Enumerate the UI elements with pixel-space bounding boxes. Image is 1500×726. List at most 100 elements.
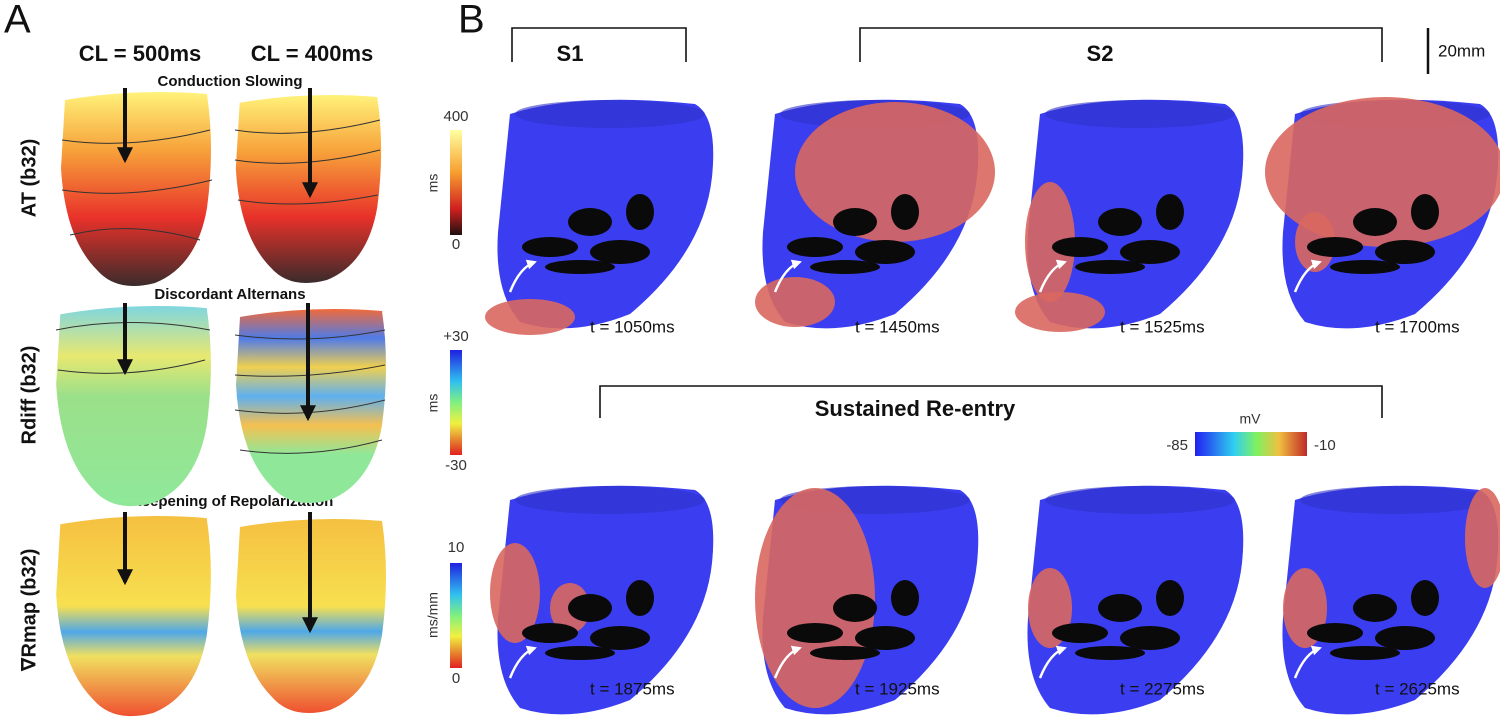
time-label: t = 1700ms [1375,317,1460,336]
heart-rim [515,486,705,514]
time-label: t = 1875ms [590,679,675,698]
bracket [859,27,1383,62]
scar [626,194,654,230]
activation-region [1025,182,1075,302]
scar [1353,208,1397,236]
scale-bar-label: 20mm [1438,41,1485,60]
scar [1411,194,1439,230]
row-label: ∇Rmap (b32) [18,549,40,672]
time-label: t = 2625ms [1375,679,1460,698]
bracket-label: S2 [1087,41,1114,66]
scar [855,240,915,264]
heart-frame: t = 1700ms [1265,97,1500,336]
colorbar-max: 400 [443,108,468,125]
colorbar [450,563,462,668]
panel-label: A [4,0,31,42]
scar [855,626,915,650]
scar [833,594,877,622]
scar [522,623,578,643]
scar [787,623,843,643]
activation-region [1465,488,1500,588]
scar [1098,594,1142,622]
activation-region [1265,97,1500,247]
scar [1075,646,1145,660]
column-header: CL = 400ms [251,41,374,66]
scar [568,208,612,236]
scar [522,237,578,257]
heart-frame: t = 2625ms [1282,485,1500,715]
scar [1307,237,1363,257]
colorbar [1195,432,1307,456]
activation-region [490,543,540,643]
colorbar [450,130,462,235]
heart-frame: t = 1525ms [1015,99,1244,336]
scar [1120,626,1180,650]
wave-arrow [773,259,802,293]
wave-arrow [1038,645,1067,679]
bracket [511,27,687,62]
colorbar-min: -85 [1166,437,1188,454]
bracket [599,385,1383,418]
time-label: t = 1925ms [855,679,940,698]
heart-frame: t = 2275ms [1027,485,1244,715]
scar [1075,260,1145,274]
bracket-label: Sustained Re-entry [815,396,1016,421]
colorbar-max: -10 [1314,437,1336,454]
colorbar-unit: ms/mm [425,592,441,638]
colorbar-min: 0 [452,236,460,253]
colorbar-min: -30 [445,457,467,474]
scar [1156,194,1184,230]
scar [590,240,650,264]
scar [545,260,615,274]
wave-arrow [508,259,537,293]
scar [891,580,919,616]
wave-arrow [1293,645,1322,679]
scar [1307,623,1363,643]
heart-frame: t = 1875ms [490,485,714,715]
time-label: t = 1050ms [590,317,675,336]
wave-arrow [1293,259,1322,293]
scar [891,194,919,230]
time-label: t = 1450ms [855,317,940,336]
column-header: CL = 500ms [79,41,202,66]
activation-region [795,102,995,242]
scar [590,626,650,650]
scar [833,208,877,236]
heart-rim [1045,486,1235,514]
heart-maps-a [55,88,386,717]
scar [1052,623,1108,643]
wave-arrow [773,645,802,679]
scar [568,594,612,622]
heart-frame: t = 1925ms [755,485,979,715]
colorbar-max: +30 [443,328,468,345]
heart-rim [515,100,705,128]
activation-region [1015,292,1105,332]
colorbar-unit: mV [1240,411,1262,427]
scar [1375,240,1435,264]
scar [1353,594,1397,622]
scar [1411,580,1439,616]
scar [1330,646,1400,660]
scar [1330,260,1400,274]
activation-region [755,277,835,327]
scar [626,580,654,616]
scar [545,646,615,660]
heart-rim [1045,100,1235,128]
panel-label: B [458,0,485,42]
row-label: AT (b32) [18,139,40,218]
scar [1098,208,1142,236]
scar [1156,580,1184,616]
time-label: t = 2275ms [1120,679,1205,698]
heart-frames: t = 1050ms t = 1450ms t = 1525ms t = 1700ms… [485,97,1500,715]
scar [1120,240,1180,264]
row-caption: Discordant Alternans [154,286,305,303]
wave-arrow [508,645,537,679]
scar [787,237,843,257]
row-caption: Steepening of Repolarization [127,493,334,510]
scar [810,260,880,274]
row-label: Rdiff (b32) [18,346,40,445]
row-caption: Conduction Slowing [158,73,303,90]
time-label: t = 1525ms [1120,317,1205,336]
heart-frame: t = 1050ms [485,99,714,336]
